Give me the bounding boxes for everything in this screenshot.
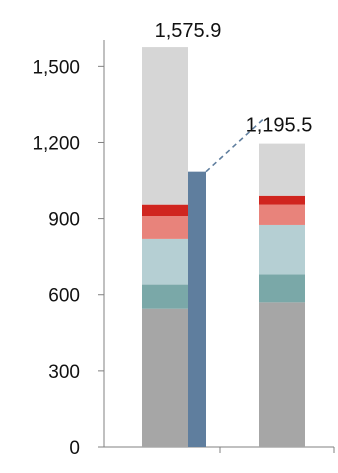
labels-layer: 1,575.9 1,195.5: [155, 20, 313, 137]
y-tick-label: 600: [48, 286, 80, 307]
bar-segment: [259, 274, 305, 303]
bar-segment: [259, 224, 305, 275]
axis-layer: 0 300 600 900 1,200 1,500: [32, 40, 335, 459]
dashed-connector: [205, 117, 266, 173]
bar-segment: [142, 216, 188, 239]
y-tick-label: 0: [69, 438, 80, 459]
bar-segment: [142, 204, 188, 217]
bar-segment: [259, 143, 305, 196]
y-tick-label: 300: [48, 362, 80, 383]
total-label: 1,195.5: [246, 115, 313, 137]
bars-layer: [142, 47, 305, 448]
y-tick-label: 1,200: [32, 133, 80, 154]
bar-segment: [259, 302, 305, 447]
bar-segment: [142, 308, 188, 447]
bar-segment: [142, 238, 188, 285]
y-tick-label: 1,500: [32, 57, 80, 78]
y-tick-label: 900: [48, 210, 80, 231]
overlay-bar: [188, 171, 206, 448]
total-label: 1,575.9: [155, 20, 222, 42]
bar-segment: [259, 195, 305, 205]
bar-segment: [142, 284, 188, 309]
bar-segment: [259, 204, 305, 225]
bar-segment: [142, 47, 188, 205]
